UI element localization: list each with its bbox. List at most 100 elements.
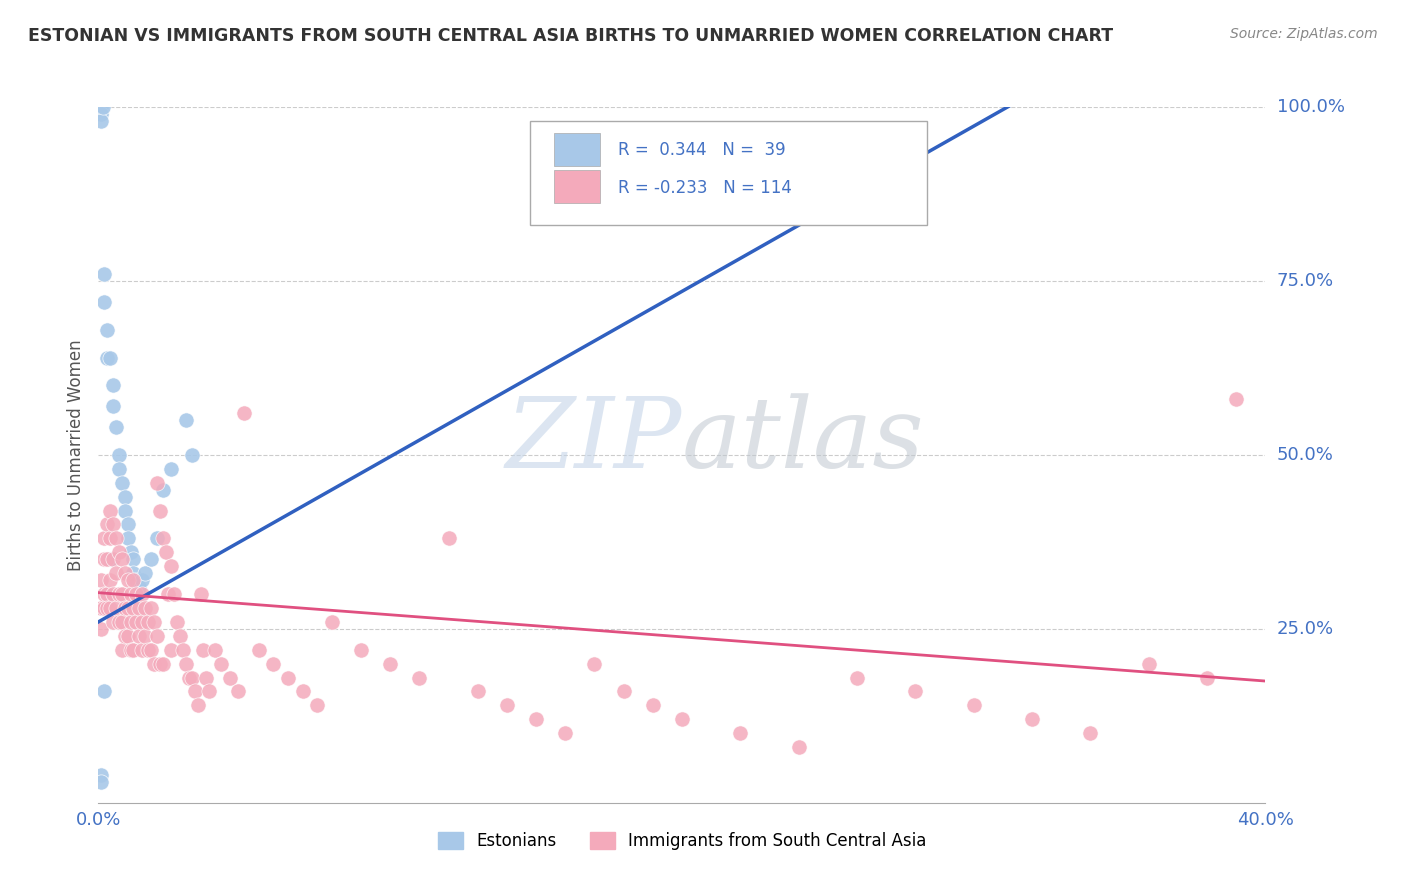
Point — [730, 726, 752, 740]
Point — [183, 684, 205, 698]
Point — [163, 587, 186, 601]
Point — [160, 642, 183, 657]
Point — [90, 768, 112, 782]
Point — [93, 587, 115, 601]
Point — [111, 615, 134, 629]
Text: Source: ZipAtlas.com: Source: ZipAtlas.com — [1230, 27, 1378, 41]
Point — [172, 642, 194, 657]
Point — [174, 413, 197, 427]
Point — [166, 615, 188, 629]
Point — [524, 712, 547, 726]
Point — [125, 615, 148, 629]
Point — [114, 566, 136, 581]
Point — [90, 107, 112, 121]
Point — [291, 684, 314, 698]
Point — [96, 587, 118, 601]
Point — [120, 545, 142, 559]
Point — [90, 100, 112, 114]
Point — [96, 517, 118, 532]
Point — [1080, 726, 1102, 740]
Point — [117, 517, 139, 532]
Point — [146, 532, 169, 546]
Point — [321, 615, 343, 629]
Point — [180, 671, 202, 685]
Point — [198, 684, 221, 698]
Point — [160, 462, 183, 476]
Point — [177, 671, 200, 685]
Point — [114, 490, 136, 504]
Point — [96, 601, 118, 615]
Point — [134, 601, 156, 615]
Point — [904, 684, 927, 698]
Point — [1195, 671, 1218, 685]
Text: ESTONIAN VS IMMIGRANTS FROM SOUTH CENTRAL ASIA BIRTHS TO UNMARRIED WOMEN CORRELA: ESTONIAN VS IMMIGRANTS FROM SOUTH CENTRA… — [28, 27, 1114, 45]
Point — [142, 657, 165, 671]
Point — [209, 657, 232, 671]
Point — [247, 642, 270, 657]
Point — [218, 671, 240, 685]
Point — [125, 573, 148, 587]
Point — [101, 378, 124, 392]
Point — [108, 615, 131, 629]
Point — [408, 671, 430, 685]
Point — [101, 552, 124, 566]
Point — [180, 448, 202, 462]
Text: 75.0%: 75.0% — [1277, 272, 1334, 290]
Point — [136, 615, 159, 629]
Point — [96, 323, 118, 337]
Point — [93, 684, 115, 698]
Point — [155, 545, 177, 559]
Point — [160, 559, 183, 574]
Point — [108, 587, 131, 601]
Point — [98, 601, 121, 615]
Point — [93, 267, 115, 281]
Point — [90, 573, 112, 587]
FancyBboxPatch shape — [554, 169, 600, 203]
Point — [122, 566, 145, 581]
Point — [131, 642, 153, 657]
Point — [437, 532, 460, 546]
Legend: Estonians, Immigrants from South Central Asia: Estonians, Immigrants from South Central… — [430, 826, 934, 857]
Point — [787, 740, 810, 755]
Point — [233, 406, 256, 420]
Text: 25.0%: 25.0% — [1277, 620, 1334, 638]
Point — [131, 573, 153, 587]
Point — [98, 552, 121, 566]
Point — [149, 657, 172, 671]
Text: R = -0.233   N = 114: R = -0.233 N = 114 — [617, 178, 792, 197]
Point — [641, 698, 664, 713]
Point — [90, 107, 112, 121]
Point — [104, 420, 127, 434]
Point — [101, 587, 124, 601]
Point — [277, 671, 299, 685]
Text: R =  0.344   N =  39: R = 0.344 N = 39 — [617, 141, 786, 159]
Point — [108, 545, 131, 559]
Point — [496, 698, 519, 713]
Point — [152, 532, 174, 546]
FancyBboxPatch shape — [554, 133, 600, 166]
Point — [93, 294, 115, 309]
Point — [139, 552, 162, 566]
Point — [583, 657, 606, 671]
Point — [128, 601, 150, 615]
Point — [98, 503, 121, 517]
Point — [152, 657, 174, 671]
Point — [131, 615, 153, 629]
Point — [187, 698, 209, 713]
Point — [96, 587, 118, 601]
Point — [96, 552, 118, 566]
Point — [962, 698, 984, 713]
Point — [122, 552, 145, 566]
Point — [104, 532, 127, 546]
Point — [190, 587, 212, 601]
Point — [149, 503, 172, 517]
Point — [122, 573, 145, 587]
Point — [98, 532, 121, 546]
Point — [90, 100, 112, 114]
Point — [90, 114, 112, 128]
Point — [111, 587, 134, 601]
Point — [111, 475, 134, 490]
Point — [111, 642, 134, 657]
Point — [612, 684, 634, 698]
Point — [114, 629, 136, 643]
